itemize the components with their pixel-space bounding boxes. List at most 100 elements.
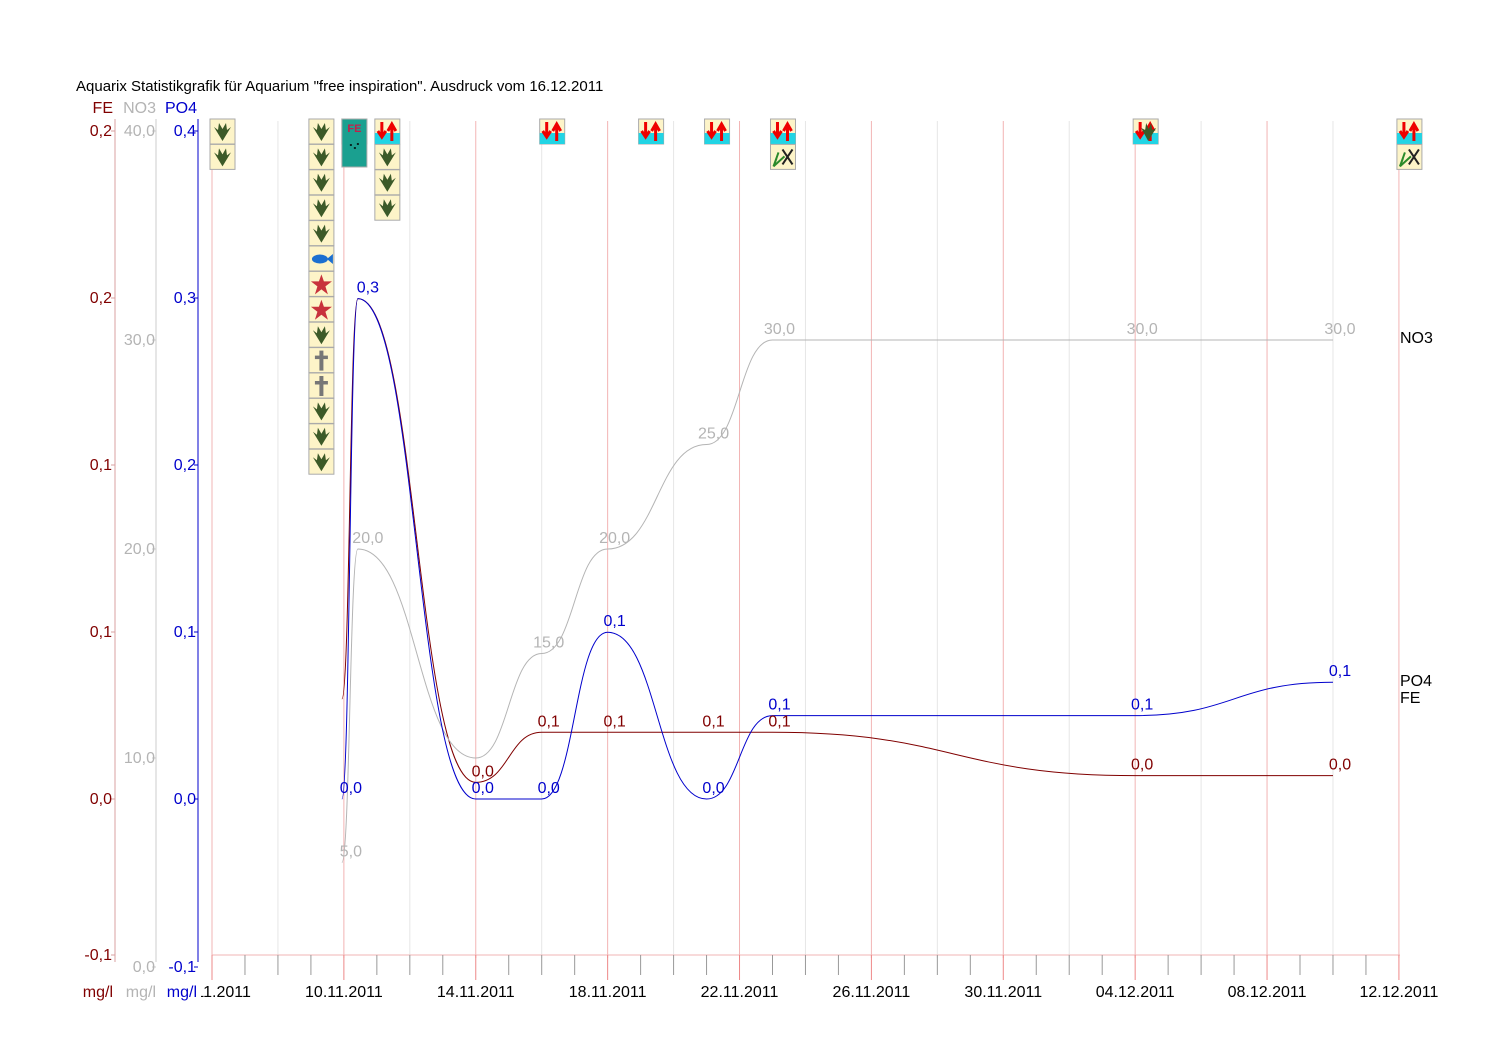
water-fill	[638, 133, 664, 144]
plant-icon	[374, 194, 401, 221]
scissors-blades	[781, 148, 794, 165]
water-fill	[770, 133, 796, 144]
data-label-fe: 0,0	[1329, 757, 1351, 774]
y-tick-label: 40,0	[124, 123, 155, 140]
cross-icon	[308, 372, 335, 399]
data-label-po4: 0,1	[768, 697, 790, 714]
plant-shape	[378, 199, 396, 218]
fish-tail	[326, 254, 333, 264]
x-tick-label: 08.12.2011	[1228, 984, 1307, 1001]
x-tick-label: 10.11.2011	[305, 984, 383, 1001]
water-change-icon	[374, 118, 401, 145]
water-change-icon	[704, 118, 731, 145]
data-label-fe: 0,1	[702, 713, 724, 730]
pruning-icon	[1396, 143, 1423, 170]
starfish-icon	[308, 270, 335, 297]
data-label-no3: 5,0	[340, 844, 362, 861]
plant-shape	[1141, 123, 1157, 141]
data-label-fe: 0,1	[604, 713, 626, 730]
y-axis-unit-po4: mg/l	[167, 984, 197, 1001]
data-label-po4: 0,0	[702, 780, 724, 797]
arrow-down	[376, 122, 388, 140]
data-label-po4: 0,0	[538, 780, 560, 797]
fe-dosing-text: FE	[347, 123, 361, 135]
water-change-icon	[1132, 118, 1159, 145]
fish-icon	[308, 245, 335, 272]
y-tick-label: 0,0	[133, 959, 155, 976]
water-fill	[539, 133, 565, 144]
arrow-down	[706, 122, 717, 140]
data-label-po4: 0,1	[1329, 663, 1351, 680]
plant-shape	[312, 427, 330, 446]
axes-layer: 06.11.2011 10.11.2011 14.11.2011 18.11.2011…	[83, 100, 1439, 1001]
fe-dosing-icon: FE	[341, 118, 368, 168]
data-label-no3: 30,0	[764, 321, 795, 338]
cross-vertical	[319, 350, 324, 371]
plant-icon	[308, 194, 335, 221]
x-tick-labels: 06.11.2011 10.11.2011 14.11.2011 18.11.2011…	[201, 984, 1438, 1001]
series-end-label-no3: NO3	[1400, 330, 1433, 347]
data-label-po4: 0,1	[604, 613, 626, 630]
x-tick-label: 26.11.2011	[833, 984, 911, 1001]
series-line-no3	[341, 339, 1333, 863]
data-label-po4: 0,0	[472, 780, 494, 797]
data-label-fe: 0,0	[1131, 757, 1153, 774]
chart-title: Aquarix Statistikgrafik für Aquarium "fr…	[76, 78, 603, 95]
pruning-plant	[1398, 152, 1412, 168]
x-tick-label: 12.12.2011	[1359, 984, 1438, 1001]
scissors-blades	[1408, 148, 1420, 165]
x-tick-label: 30.11.2011	[964, 984, 1042, 1001]
data-label-fe: 0,1	[538, 713, 560, 730]
event-markers-layer: FE	[209, 118, 1423, 475]
y-tick-label: 0,2	[174, 457, 196, 474]
plant-icon	[308, 169, 335, 196]
y-tick-label: 0,2	[90, 290, 112, 307]
arrow-up	[386, 120, 398, 141]
data-label-no3: 30,0	[1324, 321, 1355, 338]
x-tick-label: 22.11.2011	[701, 984, 779, 1001]
plant-shape	[378, 173, 396, 192]
y-axis-title-po4: PO4	[165, 100, 197, 117]
y-tick-label: -0,1	[84, 947, 112, 964]
plant-shape	[312, 199, 330, 218]
y-tick-label: 20,0	[124, 541, 155, 558]
x-tick-label: 04.12.2011	[1096, 984, 1175, 1001]
pruning-icon	[769, 143, 796, 170]
water-fill	[1133, 133, 1159, 144]
y-axis-unit-no3: mg/l	[126, 984, 156, 1001]
fe-bottle	[341, 118, 368, 168]
plant-icon	[308, 143, 335, 170]
y-axis-unit-fe: mg/l	[83, 984, 113, 1001]
starfish-shape	[310, 299, 332, 320]
data-label-po4: 0,1	[1131, 697, 1153, 714]
plant-shape	[312, 453, 330, 472]
data-label-no3: 30,0	[1127, 321, 1158, 338]
plant-icon	[308, 321, 335, 348]
series-line-fe	[341, 298, 1333, 783]
y-tick-label: 0,4	[174, 123, 196, 140]
starfish-shape	[310, 274, 332, 295]
x-tick-label: 14.11.2011	[437, 984, 515, 1001]
pruning-plant	[772, 152, 786, 168]
data-label-peak-no3: 20,0	[352, 530, 383, 547]
series-end-label-fe: FE	[1400, 690, 1420, 707]
arrow-up	[782, 120, 793, 141]
cross-horizontal	[314, 381, 328, 385]
y-tick-label: -0,1	[168, 959, 196, 976]
arrow-down	[1134, 122, 1146, 140]
y-tick-label: 0,1	[174, 624, 196, 641]
plant-shape	[312, 123, 330, 141]
series-end-label-po4: PO4	[1400, 673, 1432, 690]
fish-body	[311, 254, 328, 264]
arrow-down	[640, 122, 651, 140]
water-fill	[704, 133, 730, 144]
cross-vertical	[319, 376, 324, 396]
water-fill	[1396, 133, 1422, 144]
water-change-icon	[1396, 118, 1423, 145]
cross-icon	[308, 347, 335, 374]
data-label-fe: 0,1	[768, 713, 790, 730]
data-label-peak-po4: 0,3	[357, 280, 379, 297]
plant-shape	[312, 173, 330, 192]
